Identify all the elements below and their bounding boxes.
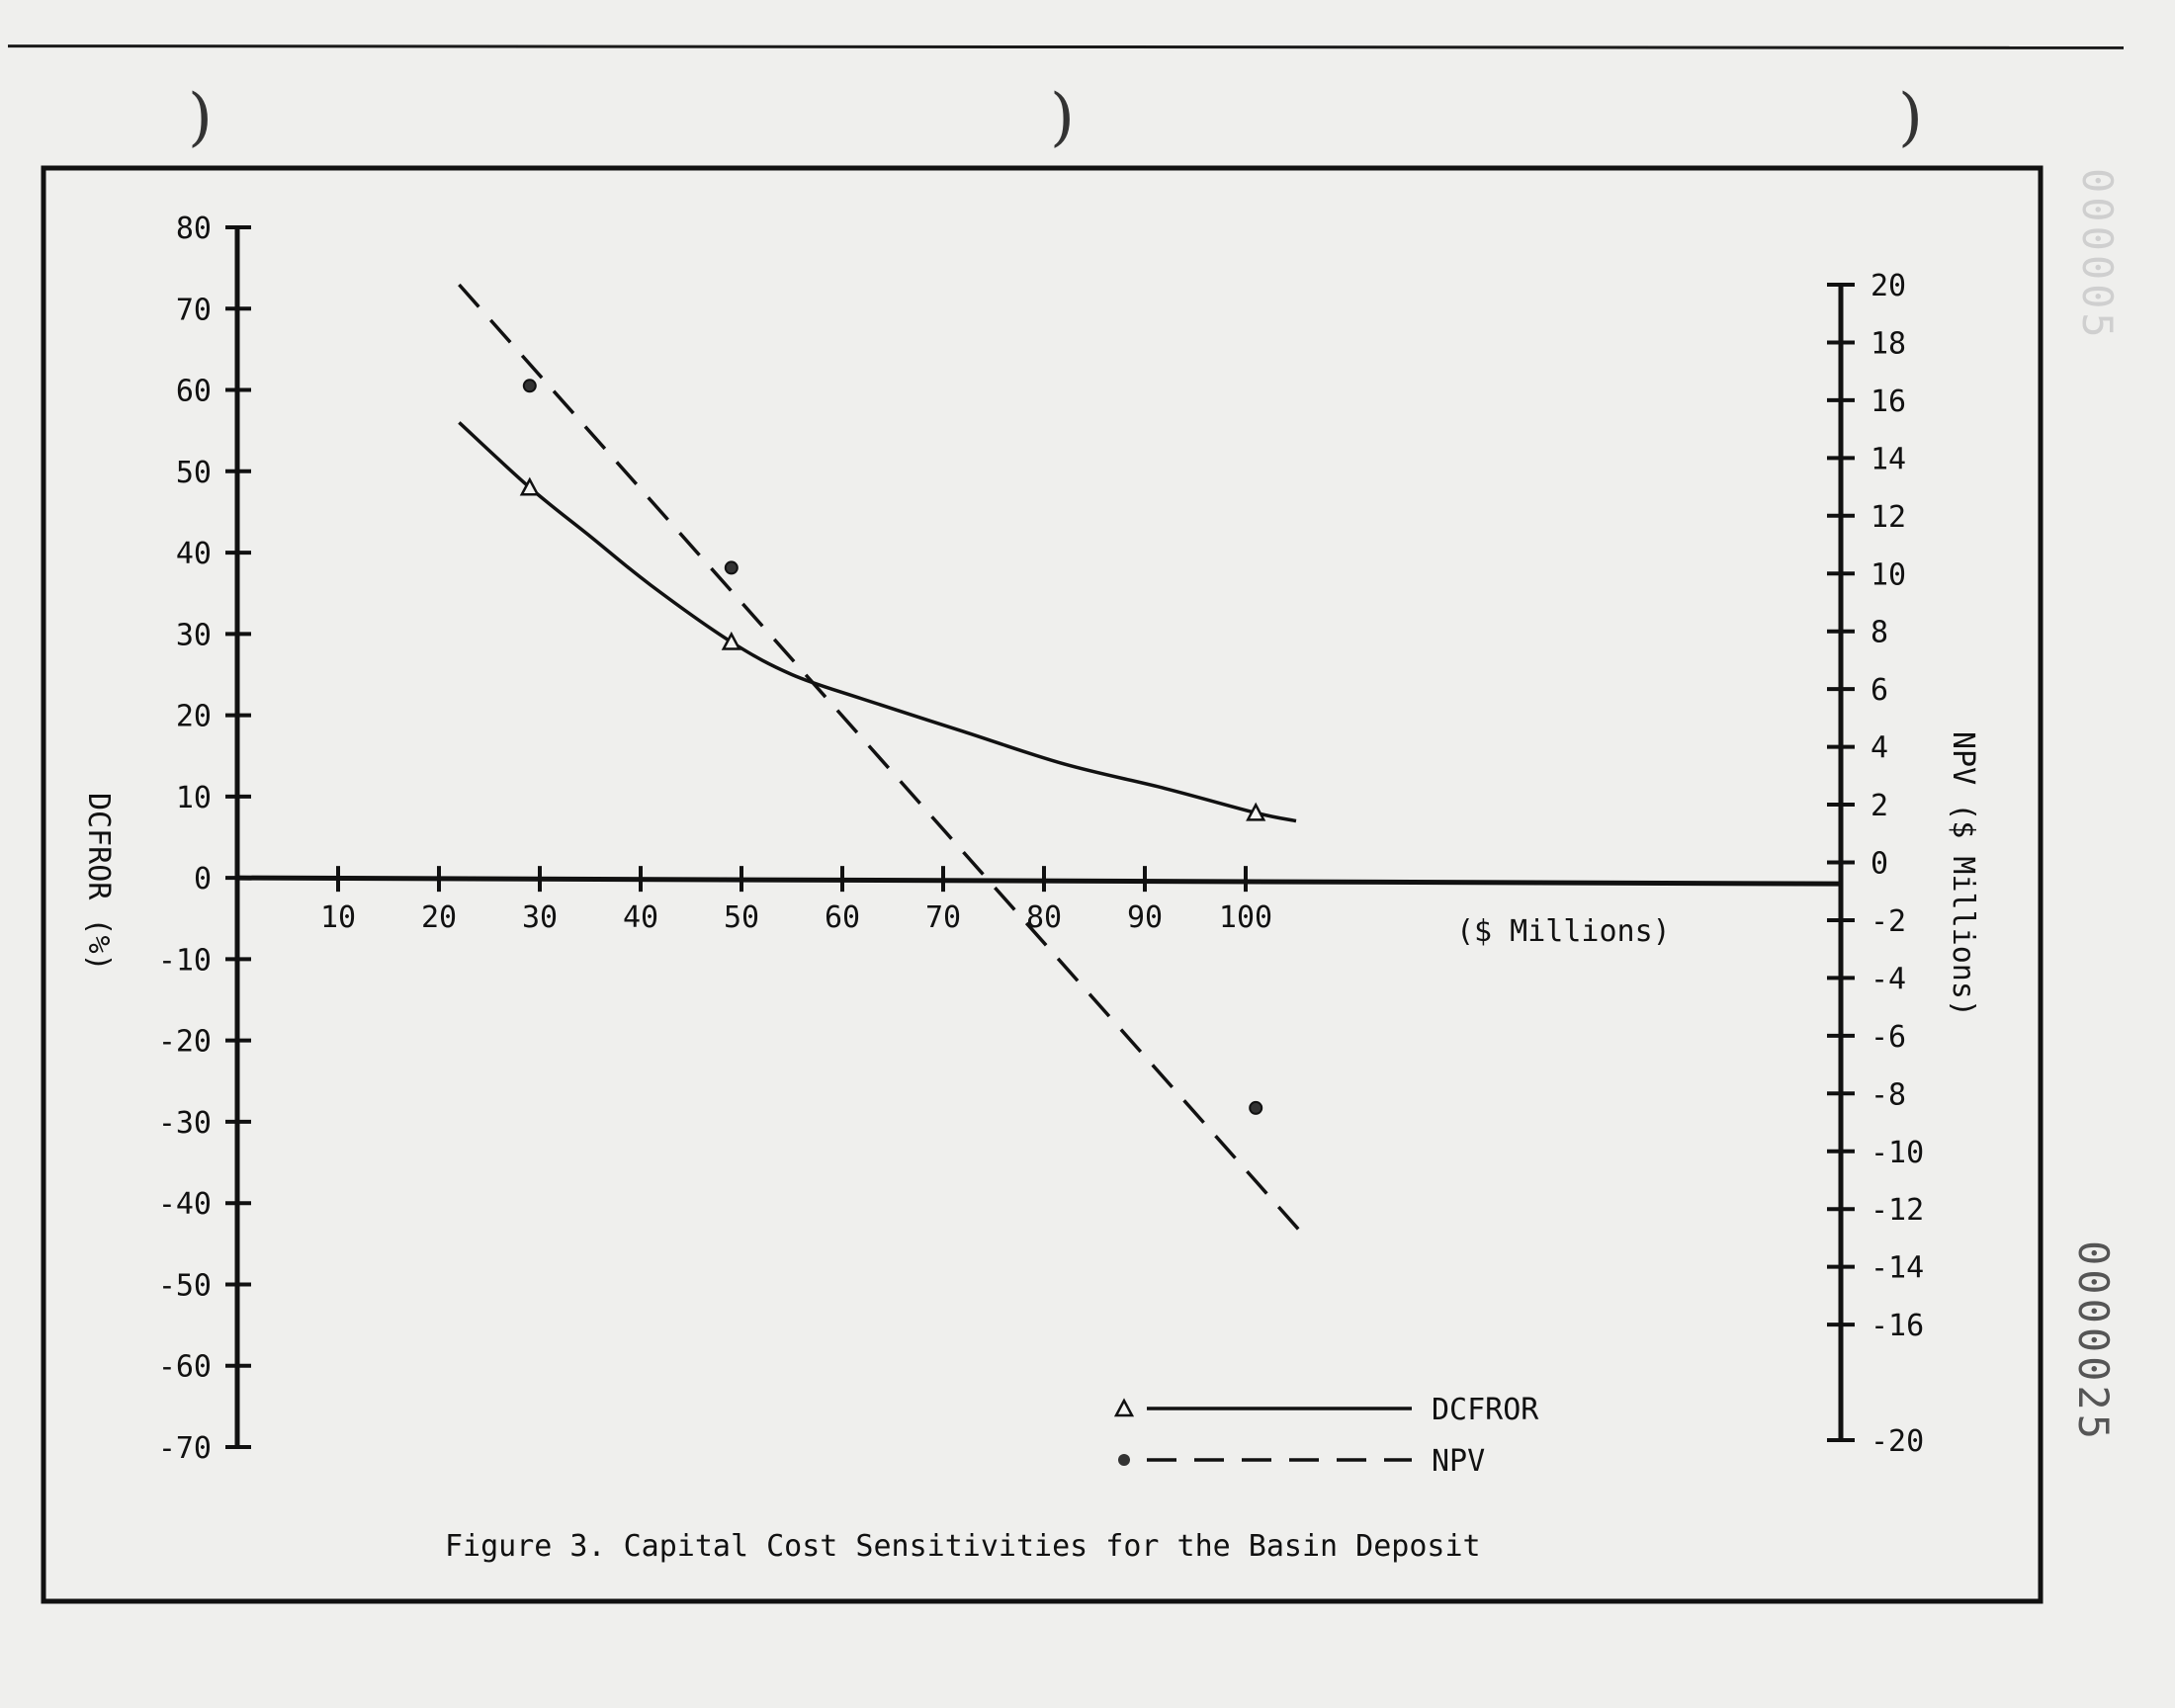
y-tick-label-left: -30: [158, 1106, 212, 1141]
series-line-npv: [458, 283, 1308, 1239]
figure-caption: Figure 3. Capital Cost Sensitivities for…: [445, 1529, 1481, 1564]
y-tick-label-left: -40: [158, 1187, 212, 1222]
y-tick-label-right: 0: [1870, 847, 1888, 882]
data-point-dcfror: [519, 476, 540, 496]
y-tick-label-left: 0: [194, 862, 212, 897]
x-tick-label: 100: [1219, 900, 1272, 935]
legend: DCFROR NPV: [1113, 1393, 1539, 1479]
punch-hole-left: ): [188, 81, 213, 154]
y-tick-label-left: -10: [158, 943, 212, 978]
series-layer: [458, 283, 1308, 1239]
legend-label-npv: NPV: [1432, 1444, 1485, 1479]
y-tick-label-right: -14: [1870, 1251, 1924, 1286]
y-tick-label-left: 30: [176, 618, 212, 652]
x-tick-label: 10: [320, 900, 356, 935]
x-tick-label: 90: [1127, 900, 1163, 935]
y-tick-label-right: 16: [1870, 384, 1906, 419]
y-tick-label-right: 10: [1870, 557, 1906, 592]
legend-marker-dcfror: [1113, 1398, 1135, 1417]
data-point-dcfror: [721, 631, 741, 650]
y-tick-label-right: 2: [1870, 789, 1888, 823]
punch-hole-center: ): [1050, 81, 1075, 154]
y-tick-label-left: 10: [176, 781, 212, 815]
x-axis: [236, 875, 1842, 887]
x-axis-label: ($ Millions): [1456, 914, 1671, 949]
y-tick-label-left: -20: [158, 1025, 212, 1060]
y-tick-label-right: -8: [1870, 1077, 1906, 1112]
y-tick-label-right: -4: [1870, 962, 1906, 996]
y-tick-label-right: -2: [1870, 904, 1906, 939]
y-tick-label-right: 20: [1870, 269, 1906, 303]
data-point-npv: [1249, 1100, 1263, 1115]
y-tick-label-right: 14: [1870, 442, 1906, 476]
y-tick-label-left: -50: [158, 1268, 212, 1303]
y-tick-label-right: 6: [1870, 673, 1888, 708]
y-tick-label-left: 20: [176, 700, 212, 734]
legend-label-dcfror: DCFROR: [1432, 1393, 1539, 1427]
y-tick-label-left: 50: [176, 456, 212, 490]
axes: 80706050403020100-10-20-30-40-50-60-7020…: [158, 212, 1924, 1466]
y-tick-label-right: -12: [1870, 1193, 1924, 1228]
y-tick-label-right: -20: [1870, 1424, 1924, 1459]
series-line-dcfror: [458, 421, 1297, 823]
y-axis-label-left: DCFROR (%): [81, 793, 116, 972]
x-tick-label: 50: [724, 900, 759, 935]
y-tick-label-left: 70: [176, 293, 212, 327]
y-tick-label-right: -6: [1870, 1020, 1906, 1055]
y-axis-label-right: NPV ($ Millions): [1946, 731, 1980, 1017]
data-point-npv: [724, 560, 739, 575]
y-tick-label-left: 60: [176, 375, 212, 409]
punch-hole-right: ): [1898, 81, 1923, 154]
y-tick-label-right: -16: [1870, 1309, 1924, 1343]
legend-marker-npv: [1118, 1454, 1130, 1466]
x-tick-label: 20: [421, 900, 457, 935]
data-point-npv: [522, 379, 537, 393]
page-stamp-faded: 000005: [2073, 168, 2122, 342]
y-tick-label-right: 12: [1870, 500, 1906, 535]
y-tick-label-left: -70: [158, 1431, 212, 1466]
y-tick-label-right: 8: [1870, 616, 1888, 650]
y-tick-label-left: 80: [176, 212, 212, 246]
y-tick-label-right: 4: [1870, 731, 1888, 766]
data-point-dcfror: [1246, 802, 1266, 821]
y-tick-label-left: 40: [176, 537, 212, 571]
page-stamp: 0000025: [2069, 1240, 2118, 1444]
x-tick-label: 60: [825, 900, 860, 935]
x-tick-label: 40: [623, 900, 658, 935]
x-tick-label: 70: [925, 900, 961, 935]
y-tick-label-left: -60: [158, 1350, 212, 1385]
y-tick-label-right: 18: [1870, 326, 1906, 361]
x-tick-label: 30: [522, 900, 558, 935]
y-tick-label-right: -10: [1870, 1136, 1924, 1170]
chart-frame: [41, 165, 2044, 1604]
